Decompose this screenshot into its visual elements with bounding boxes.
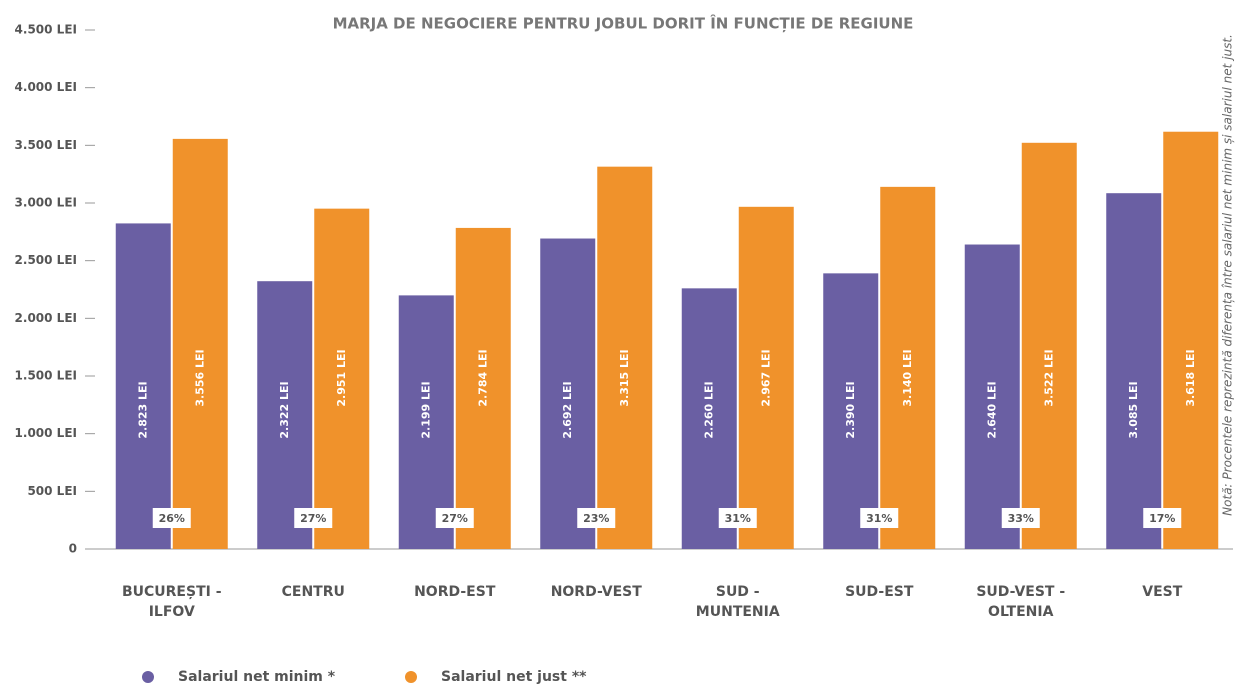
value-label: 2.260 LEI xyxy=(702,381,715,438)
bar xyxy=(597,166,653,550)
x-tick-label: NORD-EST xyxy=(414,584,496,600)
y-tick-label: 4.500 LEI xyxy=(15,23,77,37)
value-label: 3.556 LEI xyxy=(193,349,206,406)
x-tick-label: CENTRU xyxy=(281,584,345,600)
margin-box xyxy=(435,508,474,528)
margin-box xyxy=(1001,508,1040,528)
y-tick-label: 3.000 LEI xyxy=(15,196,77,210)
bar xyxy=(314,208,370,549)
legend-marker xyxy=(405,671,417,683)
margin-label: 31% xyxy=(725,512,751,525)
bar xyxy=(540,238,596,550)
y-tick-label: 500 LEI xyxy=(27,484,77,498)
legend-marker xyxy=(142,671,154,683)
bar xyxy=(964,244,1020,549)
value-label: 3.618 LEI xyxy=(1184,349,1197,406)
bar xyxy=(880,186,936,549)
margin-box xyxy=(860,508,899,528)
bar xyxy=(681,288,737,549)
y-tick-label: 4.000 LEI xyxy=(15,80,77,94)
margin-label: 17% xyxy=(1149,512,1175,525)
bar xyxy=(257,281,313,549)
value-label: 2.967 LEI xyxy=(759,349,772,406)
x-tick-label: VEST xyxy=(1142,584,1183,600)
bar xyxy=(115,223,171,549)
bar xyxy=(172,138,228,549)
y-tick-label: 0 xyxy=(69,542,77,556)
value-label: 2.692 LEI xyxy=(561,381,574,438)
value-label: 2.322 LEI xyxy=(278,381,291,438)
margin-label: 26% xyxy=(159,512,185,525)
value-label: 2.390 LEI xyxy=(844,381,857,438)
margin-label: 27% xyxy=(300,512,326,525)
y-tick-label: 1.000 LEI xyxy=(15,426,77,440)
chart-title: MARJA DE NEGOCIERE PENTRU JOBUL DORIT ÎN… xyxy=(333,14,914,33)
value-label: 2.199 LEI xyxy=(419,381,432,438)
legend-label: Salariul net just ** xyxy=(441,669,587,685)
value-label: 2.784 LEI xyxy=(476,349,489,406)
margin-box xyxy=(294,508,333,528)
note: Notă: Procentele reprezintă diferența în… xyxy=(1221,34,1235,516)
bar xyxy=(738,206,794,549)
margin-label: 31% xyxy=(866,512,892,525)
x-tick-label: SUD - MUNTENIA xyxy=(695,584,780,620)
value-label: 2.951 LEI xyxy=(335,349,348,406)
margin-label: 33% xyxy=(1008,512,1034,525)
bar xyxy=(398,295,454,549)
value-label: 3.085 LEI xyxy=(1127,381,1140,438)
x-tick-label: SUD-EST xyxy=(845,584,914,600)
bar xyxy=(1163,131,1219,549)
y-tick-label: 2.500 LEI xyxy=(15,253,77,267)
legend-label: Salariul net minim * xyxy=(178,669,336,685)
value-label: 3.522 LEI xyxy=(1042,349,1055,406)
margin-box xyxy=(152,508,191,528)
margin-box xyxy=(1143,508,1182,528)
value-label: 3.140 LEI xyxy=(901,349,914,406)
value-label: 3.315 LEI xyxy=(618,349,631,406)
margin-label: 27% xyxy=(442,512,468,525)
x-tick-label: SUD-VEST - OLTENIA xyxy=(976,584,1066,620)
x-tick-label: BUCUREȘTI - ILFOV xyxy=(121,584,222,620)
x-tick-label: NORD-VEST xyxy=(550,584,642,600)
y-tick-label: 2.000 LEI xyxy=(15,311,77,325)
margin-box xyxy=(718,508,757,528)
bar xyxy=(1106,193,1162,550)
bar xyxy=(1021,142,1077,549)
bar xyxy=(823,273,879,549)
value-label: 2.823 LEI xyxy=(136,381,149,438)
y-tick-label: 3.500 LEI xyxy=(15,138,77,152)
margin-label: 23% xyxy=(583,512,609,525)
y-tick-label: 1.500 LEI xyxy=(15,369,77,383)
bar xyxy=(455,227,511,550)
value-label: 2.640 LEI xyxy=(985,381,998,438)
margin-box xyxy=(577,508,616,528)
